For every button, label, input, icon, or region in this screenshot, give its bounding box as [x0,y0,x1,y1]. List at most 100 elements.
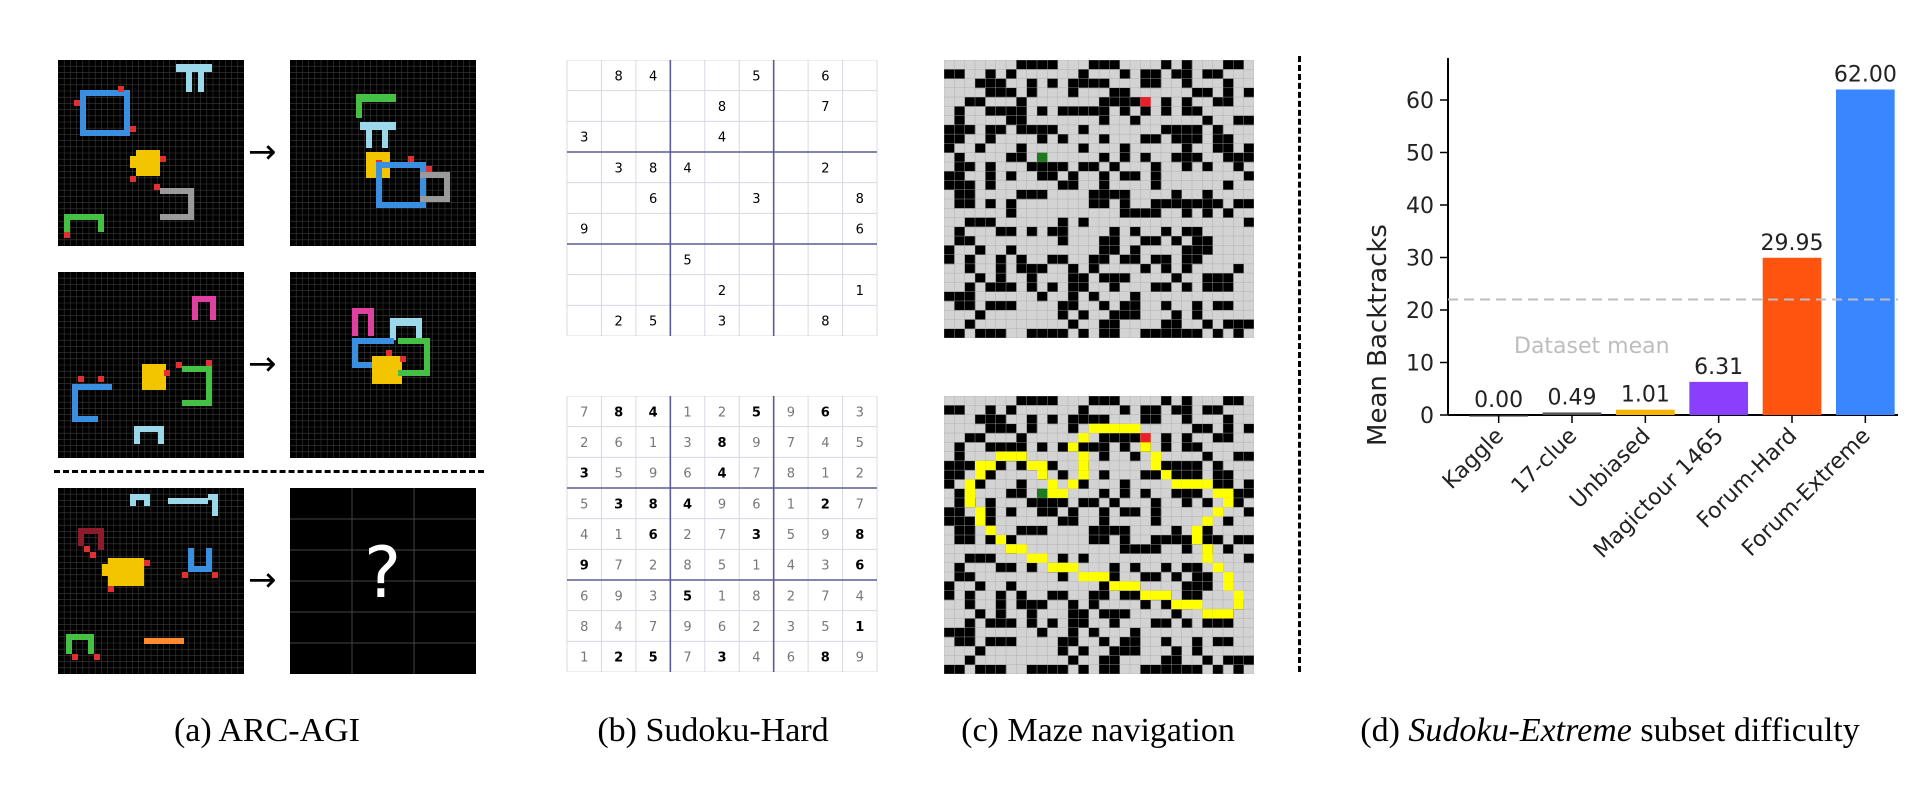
sudoku-puzzle-cell: 6 [856,223,864,238]
sudoku-solution-cell: 2 [649,559,657,574]
sudoku-solution-cell: 6 [752,497,760,512]
bar-value-label: 1.01 [1621,383,1670,408]
sudoku-solution-cell: 3 [752,528,761,543]
sudoku-puzzle-cell: 9 [580,223,588,238]
sudoku-solution-cell: 9 [787,405,795,420]
sudoku-solution-cell: 9 [821,528,829,543]
sudoku-solution-cell: 9 [615,589,623,604]
arc-grid-input-1-svg [58,60,244,246]
sudoku-puzzle-cell: 5 [649,315,657,330]
caption-chart: (d) Sudoku-Extreme subset difficulty [1360,712,1860,750]
sudoku-solution-grid: 7 8 4 1 2 5 9 6 3 2 6 1 3 8 9 7 4 5 3 5 9 6 4 7 8 1 2 5 3 8 4 9 6 1 2 7 4 1 6 2… [566,396,878,672]
sudoku-solution-cell: 7 [718,528,726,543]
y-tick-label: 40 [1406,194,1434,219]
sudoku-solution-cell: 3 [614,497,623,512]
maze-goal [1140,97,1151,107]
sudoku-solution-cell: 7 [787,436,795,451]
sudoku-solution-cell: 6 [615,436,623,451]
sudoku-puzzle-grid: 8 4 5 6 8 7 3 4 3 8 4 2 6 3 8 9 6 5 2 1 2 5 3 8 [566,60,878,336]
maze-goal [1140,433,1151,443]
sudoku-puzzle-cell: 2 [821,161,829,176]
sudoku-solution-cell: 9 [649,467,657,482]
sudoku-puzzle-cell: 6 [649,192,657,207]
sudoku-puzzle-cell: 3 [752,192,760,207]
sudoku-solution-cell: 8 [683,559,691,574]
maze-start [1037,488,1048,498]
sudoku-solution-cell: 6 [787,651,795,666]
sudoku-solution-cell: 3 [683,436,691,451]
bar-value-label: 6.31 [1694,355,1743,380]
maze-start [1037,152,1048,162]
sudoku-solution-cell: 5 [683,589,692,604]
sudoku-puzzle-cell: 8 [615,69,623,84]
sudoku-solution-cell: 6 [718,620,726,635]
sudoku-solution-cell: 8 [752,589,760,604]
sudoku-solution-cell: 7 [615,559,623,574]
sudoku-solution-cell: 3 [787,620,795,635]
sudoku-solution-cell: 1 [752,559,760,574]
sudoku-solution-cell: 5 [787,528,795,543]
sudoku-puzzle-cell: 4 [649,69,657,84]
difficulty-bar-chart: Mean Backtracks Dataset mean 0 10 20 30 40 50… [1363,58,1898,564]
maze-solved [944,396,1254,674]
sudoku-puzzle-cell: 5 [752,69,760,84]
sudoku-solution-cell: 8 [821,651,830,666]
x-tick-label: 17-clue [1507,424,1582,499]
x-tick-label: Magictour 1465 [1589,424,1729,564]
bar-value-label: 62.00 [1834,63,1897,88]
sudoku-solution-cell: 9 [683,620,691,635]
bar-17-clue [1542,412,1602,415]
arc-grid-output-2-svg [290,272,476,458]
sudoku-solution-cell: 2 [580,436,588,451]
arc-grid-input-2 [58,272,244,458]
sudoku-solution-cell: 2 [856,467,864,482]
arc-arrow-2: → [248,344,277,384]
sudoku-puzzle-cell: 8 [856,192,864,207]
x-tick-label: Forum-Extreme [1737,424,1875,562]
arc-grid-test-output: ? [290,488,476,674]
sudoku-solution-cell: 4 [787,559,795,574]
bar-magictour-1465 [1689,381,1748,415]
sudoku-solution-cell: 7 [752,467,760,482]
sudoku-solution-cell: 4 [615,620,623,635]
sudoku-solution-cell: 5 [821,620,829,635]
sudoku-solution-cell: 9 [718,497,726,512]
sudoku-solution-cell: 1 [821,467,829,482]
y-tick-label: 10 [1406,352,1434,377]
arc-grid-test-input [58,488,244,674]
sudoku-solution-cell: 3 [856,405,864,420]
sudoku-solution-cell: 2 [614,651,623,666]
sudoku-puzzle-cell: 7 [821,100,829,115]
sudoku-solution-cell: 5 [718,559,726,574]
sudoku-solution-cell: 9 [856,651,864,666]
bar-value-label: 0.00 [1474,388,1523,413]
sudoku-solution-cell: 3 [649,589,657,604]
sudoku-solution-cell: 3 [717,651,726,666]
sudoku-puzzle-cell: 3 [580,131,588,146]
bar-forum-hard [1762,257,1822,415]
arc-arrow-1: → [248,132,277,172]
bar-unbiased [1616,409,1675,415]
sudoku-solution-cell: 6 [821,405,830,420]
sudoku-solution-cell: 4 [717,467,726,482]
sudoku-solution-cell: 3 [821,559,829,574]
sudoku-puzzle-cell: 8 [821,315,829,330]
sudoku-solution-cell: 7 [821,589,829,604]
sudoku-solution-cell: 4 [649,405,658,420]
sudoku-solution-cell: 4 [821,436,829,451]
sudoku-solution-cell: 6 [855,559,864,574]
sudoku-solution-cell: 8 [717,436,726,451]
sudoku-puzzle-cell: 2 [718,284,726,299]
sudoku-puzzle-cell: 3 [615,161,623,176]
sudoku-solution-cell: 2 [787,589,795,604]
sudoku-solution-cell: 2 [683,528,691,543]
sudoku-solution-cell: 1 [787,497,795,512]
sudoku-solution-cell: 7 [683,651,691,666]
caption-chart-prefix: (d) [1360,712,1409,749]
sudoku-solution-cell: 2 [718,405,726,420]
sudoku-solution-cell: 8 [855,528,864,543]
arc-grid-input-1 [58,60,244,246]
sudoku-puzzle-cell: 2 [615,315,623,330]
sudoku-solution-cell: 6 [683,467,691,482]
sudoku-solution-cell: 6 [649,528,658,543]
